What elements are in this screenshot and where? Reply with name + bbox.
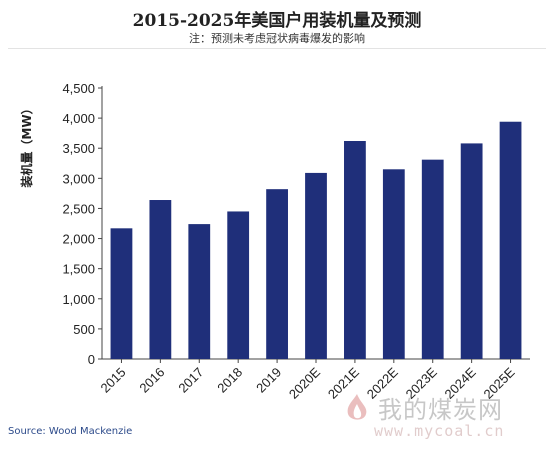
x-tick-label: 2016 (136, 365, 167, 396)
y-tick-label: 1,500 (62, 262, 95, 277)
y-tick-label: 3,000 (62, 171, 95, 186)
x-tick-label: 2020E (286, 364, 323, 401)
y-tick-label: 3,500 (62, 141, 95, 156)
flame-logo-icon (347, 394, 367, 420)
source-note: Source: Wood Mackenzie (8, 426, 133, 437)
bar (188, 224, 211, 359)
bar (110, 228, 133, 359)
bar (149, 200, 172, 359)
bar (421, 159, 444, 359)
y-tick-label: 4,500 (62, 81, 95, 96)
bar (460, 143, 483, 359)
x-tick-label: 2015 (98, 365, 129, 396)
chart-subtitle: 注：预测未考虑冠状病毒爆发的影响 (189, 32, 365, 45)
y-tick-label: 500 (73, 322, 95, 337)
bar (266, 189, 288, 359)
y-tick-label: 2,000 (62, 232, 95, 247)
chart-title: 2015-2025年美国户用装机量及预测 (132, 11, 422, 31)
watermark-url: www.mycoal.cn (374, 422, 505, 440)
watermark: 我的煤炭网 www.mycoal.cn (338, 390, 538, 442)
x-tick-label: 2019 (253, 365, 284, 396)
watermark-name: 我的煤炭网 (378, 396, 503, 424)
bar (382, 169, 405, 359)
x-tick-label: 2017 (175, 365, 206, 396)
bar (344, 140, 366, 359)
bar (499, 121, 522, 359)
x-tick-label: 2018 (214, 365, 245, 396)
y-tick-label: 0 (88, 352, 95, 367)
y-tick-label: 2,500 (62, 201, 95, 216)
bar (227, 211, 250, 359)
title-divider (8, 48, 546, 49)
y-tick-label: 4,000 (62, 111, 95, 126)
bar (305, 172, 327, 359)
y-tick-label: 1,000 (62, 292, 95, 307)
